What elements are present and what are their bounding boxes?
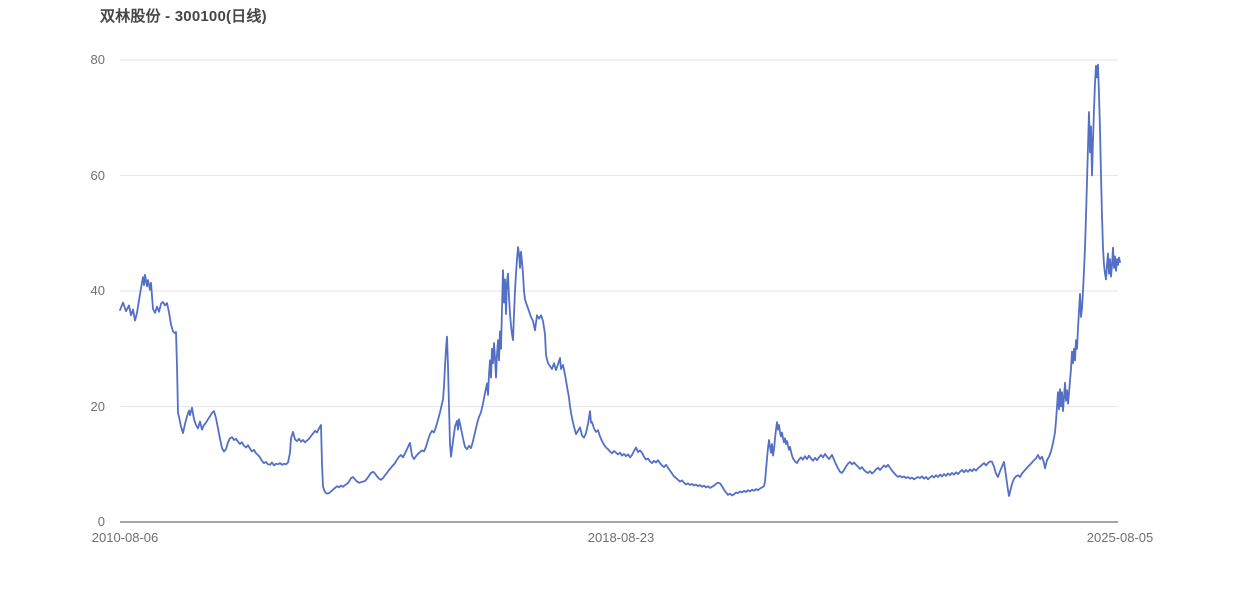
x-axis-tick-label: 2010-08-06 <box>91 530 159 545</box>
x-axis-tick-label: 2025-08-05 <box>1086 530 1154 545</box>
price-line-series[interactable] <box>119 63 1121 497</box>
x-axis-tick-label: 2018-08-23 <box>587 530 655 545</box>
y-axis-tick-label: 0 <box>97 514 105 529</box>
y-axis-tick-label: 60 <box>90 167 105 183</box>
chart-title: 双林股份 - 300100(日线) <box>100 8 267 25</box>
y-axis-tick-label: 80 <box>90 52 105 67</box>
y-axis-tick-label: 20 <box>90 398 105 414</box>
y-axis-tick-label: 40 <box>90 283 105 298</box>
